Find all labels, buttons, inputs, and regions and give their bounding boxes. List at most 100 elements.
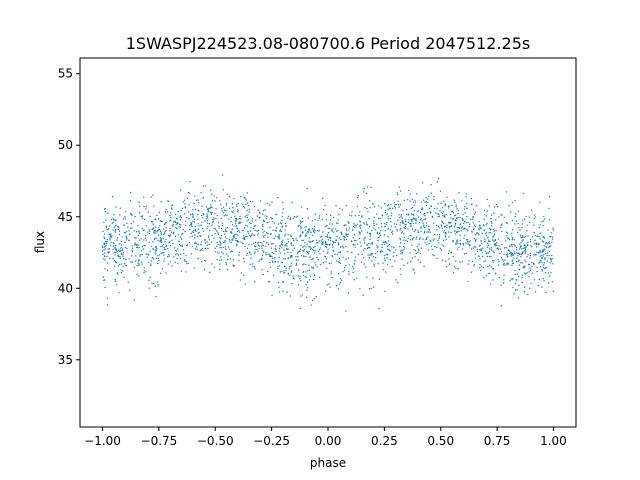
- data-point: [517, 297, 520, 299]
- data-point: [119, 207, 122, 209]
- data-point: [336, 260, 338, 262]
- data-point: [339, 251, 342, 254]
- data-point: [273, 252, 275, 255]
- data-point: [321, 218, 324, 220]
- data-point: [467, 243, 469, 245]
- data-point: [207, 210, 209, 212]
- data-point: [447, 252, 450, 255]
- data-point: [493, 243, 495, 245]
- data-point: [548, 196, 551, 198]
- data-point: [206, 218, 208, 220]
- data-point: [385, 271, 387, 273]
- data-point: [427, 201, 429, 204]
- data-point: [137, 244, 139, 246]
- data-point: [525, 261, 527, 263]
- data-point: [282, 290, 284, 292]
- data-point: [380, 229, 382, 232]
- data-point: [443, 229, 445, 231]
- data-point: [104, 248, 107, 250]
- data-point: [440, 224, 442, 226]
- data-point: [324, 241, 327, 244]
- data-point: [462, 213, 464, 216]
- data-point: [200, 224, 202, 226]
- data-point: [110, 218, 113, 221]
- data-point: [324, 240, 326, 242]
- data-point: [394, 226, 396, 228]
- data-point: [498, 276, 500, 279]
- data-point: [423, 230, 426, 233]
- data-point: [329, 237, 331, 240]
- data-point: [287, 251, 289, 254]
- data-point: [518, 275, 520, 278]
- data-point: [240, 222, 242, 224]
- data-point: [485, 234, 488, 237]
- data-point: [389, 228, 392, 231]
- data-point: [220, 256, 222, 258]
- data-point: [369, 207, 371, 209]
- data-point: [317, 241, 319, 244]
- data-point: [153, 229, 156, 232]
- data-point: [474, 253, 477, 255]
- data-point: [254, 248, 256, 251]
- data-point: [523, 265, 525, 267]
- data-point: [284, 265, 286, 268]
- data-point: [472, 208, 475, 210]
- data-point: [392, 230, 394, 232]
- data-point: [202, 249, 204, 251]
- data-point: [119, 248, 121, 250]
- data-point: [139, 205, 141, 207]
- data-point: [399, 221, 402, 224]
- data-point: [378, 227, 380, 229]
- data-point: [303, 248, 305, 251]
- data-point: [353, 279, 355, 281]
- data-point: [185, 261, 188, 263]
- data-point: [227, 255, 229, 257]
- data-point: [111, 235, 113, 237]
- data-point: [193, 221, 196, 223]
- data-point: [498, 260, 500, 263]
- data-point: [457, 212, 459, 215]
- data-point: [386, 254, 389, 256]
- data-point: [389, 259, 392, 261]
- data-point: [114, 248, 116, 250]
- data-point: [444, 236, 447, 238]
- data-point: [281, 220, 283, 222]
- data-point: [106, 269, 109, 271]
- data-point: [225, 210, 227, 212]
- data-point: [257, 250, 259, 252]
- data-point: [278, 291, 281, 293]
- data-point: [162, 228, 165, 230]
- data-point: [393, 223, 396, 225]
- data-point: [312, 234, 314, 237]
- data-point: [197, 199, 199, 201]
- data-point: [423, 226, 425, 228]
- data-point: [300, 280, 302, 282]
- data-point: [225, 230, 227, 233]
- data-point: [375, 253, 377, 255]
- data-point: [289, 218, 292, 220]
- data-point: [175, 221, 177, 224]
- data-point: [364, 237, 366, 239]
- data-point: [384, 259, 386, 261]
- data-point: [211, 234, 213, 237]
- data-point: [483, 209, 486, 211]
- data-point: [298, 269, 300, 271]
- data-point: [252, 228, 255, 230]
- data-point: [466, 207, 468, 209]
- data-point: [145, 205, 147, 207]
- data-point: [527, 254, 529, 256]
- data-point: [188, 218, 190, 220]
- data-point: [389, 250, 391, 252]
- data-point: [399, 224, 401, 226]
- data-point: [145, 208, 147, 210]
- data-point: [410, 207, 412, 210]
- data-point: [497, 238, 500, 240]
- data-point: [428, 243, 430, 245]
- data-point: [290, 265, 292, 267]
- data-point: [191, 225, 193, 228]
- data-point: [162, 237, 164, 239]
- data-point: [131, 251, 134, 253]
- data-point: [325, 258, 327, 260]
- data-point: [431, 216, 433, 219]
- data-point: [353, 267, 355, 270]
